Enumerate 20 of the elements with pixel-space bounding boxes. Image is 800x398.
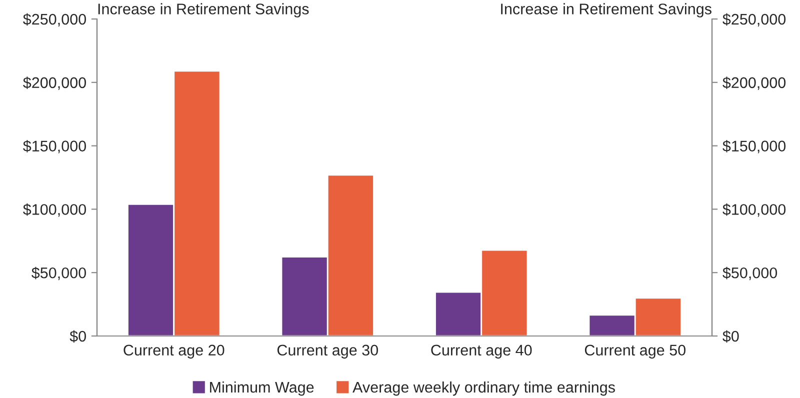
y-axis-title: Increase in Retirement Savings xyxy=(98,3,309,18)
y2-axis-title: Increase in Retirement Savings xyxy=(501,3,712,18)
x-tick-label: Current age 20 xyxy=(124,344,224,359)
y-tick-label: $150,000 xyxy=(23,140,86,154)
legend-label: Average weekly ordinary time earnings xyxy=(352,381,615,396)
y2-tick-label: $150,000 xyxy=(722,140,786,154)
y2-tick-label: $0 xyxy=(722,330,739,343)
y-tick-label: $50,000 xyxy=(32,266,86,280)
y-tick-label: $0 xyxy=(70,330,86,343)
y-tick-label: $200,000 xyxy=(23,76,86,90)
y-tick-label: $250,000 xyxy=(23,13,86,26)
y-tick-label: $100,000 xyxy=(23,203,86,217)
x-tick-label: Current age 30 xyxy=(277,344,378,359)
y2-tick-label: $200,000 xyxy=(722,76,786,90)
x-tick-label: Current age 50 xyxy=(584,344,686,359)
y2-tick-label: $50,000 xyxy=(722,266,778,280)
y2-tick-label: $100,000 xyxy=(722,203,786,217)
x-tick-label: Current age 40 xyxy=(431,344,532,359)
legend-label: Minimum Wage xyxy=(210,381,314,396)
y2-tick-label: $250,000 xyxy=(722,13,786,26)
